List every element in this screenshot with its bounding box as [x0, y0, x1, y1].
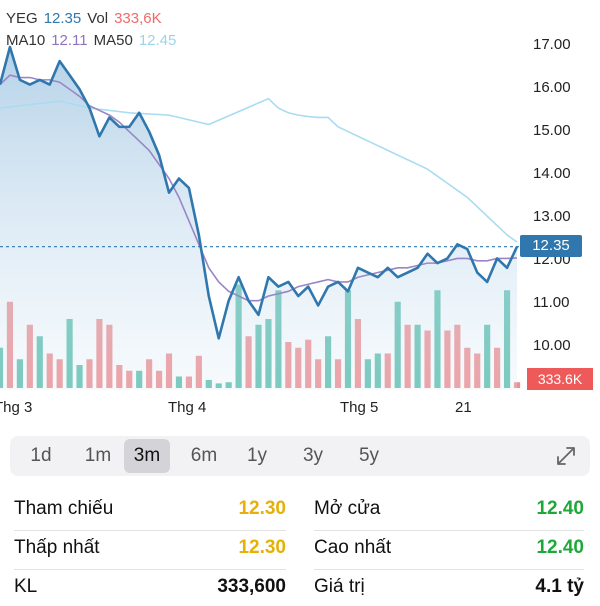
current-volume-tag: 333.6K [527, 368, 593, 390]
stat-label: Tham chiếu [14, 498, 114, 519]
stat-label: Giá trị [314, 576, 365, 597]
range-button-6m[interactable]: 6m [190, 445, 218, 466]
stat-value: 333,600 [217, 576, 286, 597]
stat-label: Cao nhất [314, 537, 392, 558]
stat-label: KL [14, 576, 38, 597]
x-tick-label: Thg 4 [168, 399, 207, 416]
price-area [0, 46, 517, 391]
legend-ma50-label: MA50 [93, 32, 133, 49]
divider [14, 530, 286, 531]
x-tick-label: Thg 5 [340, 399, 379, 416]
price-chart[interactable]: YEG 12.35 Vol 333,6K MA10 12.11 MA50 12.45 17.… [0, 0, 600, 420]
x-tick-label: 21 [455, 399, 472, 416]
legend-price: 12.35 [43, 10, 82, 27]
stat-value-traded: Giá trị 4.1 tỷ [314, 568, 584, 606]
y-tick-label: 15.00 [533, 122, 571, 139]
legend-vol-label: Vol [87, 10, 109, 27]
divider [314, 569, 584, 570]
x-tick-label: Thg 3 [0, 399, 33, 416]
stat-label: Mở cửa [314, 498, 381, 519]
legend-vol-value: 333,6K [114, 10, 162, 27]
stat-high: Cao nhất 12.40 [314, 529, 584, 567]
legend-row-ma: MA10 12.11 MA50 12.45 [6, 32, 182, 50]
range-button-1m[interactable]: 1m [84, 445, 112, 466]
stat-volume: KL 333,600 [14, 568, 286, 606]
stat-value: 12.40 [536, 537, 584, 558]
y-tick-label: 13.00 [533, 208, 571, 225]
time-range-selector: 1d 1m 3m 6m 1y 3y 5y [10, 436, 590, 476]
divider [14, 569, 286, 570]
ticker-symbol: YEG [6, 10, 38, 27]
expand-icon[interactable] [554, 444, 578, 468]
chart-canvas [0, 45, 521, 391]
stat-value: 4.1 tỷ [535, 576, 584, 597]
legend-row-price: YEG 12.35 Vol 333,6K [6, 10, 168, 28]
legend-ma50-value: 12.45 [138, 32, 177, 49]
y-tick-label: 14.00 [533, 165, 571, 182]
divider [314, 530, 584, 531]
stat-label: Thấp nhất [14, 537, 100, 558]
stat-reference: Tham chiếu 12.30 [14, 490, 286, 528]
stat-value: 12.30 [238, 537, 286, 558]
y-tick-label: 11.00 [533, 294, 570, 311]
range-button-3y[interactable]: 3y [302, 445, 324, 466]
legend-ma10-value: 12.11 [51, 32, 88, 49]
legend-ma10-label: MA10 [6, 32, 46, 49]
range-button-1y[interactable]: 1y [246, 445, 268, 466]
stat-value: 12.40 [536, 498, 584, 519]
range-button-5y[interactable]: 5y [358, 445, 380, 466]
y-tick-label: 16.00 [533, 79, 571, 96]
price-line [0, 45, 519, 340]
stat-low: Thấp nhất 12.30 [14, 529, 286, 567]
y-tick-label: 17.00 [533, 36, 571, 53]
stat-value: 12.30 [238, 498, 286, 519]
y-tick-label: 10.00 [533, 337, 571, 354]
range-button-1d[interactable]: 1d [30, 445, 52, 466]
ma50-line [0, 97, 518, 243]
stat-open: Mở cửa 12.40 [314, 490, 584, 528]
current-price-tag: 12.35 [520, 235, 582, 257]
range-button-3m[interactable]: 3m [124, 439, 170, 473]
